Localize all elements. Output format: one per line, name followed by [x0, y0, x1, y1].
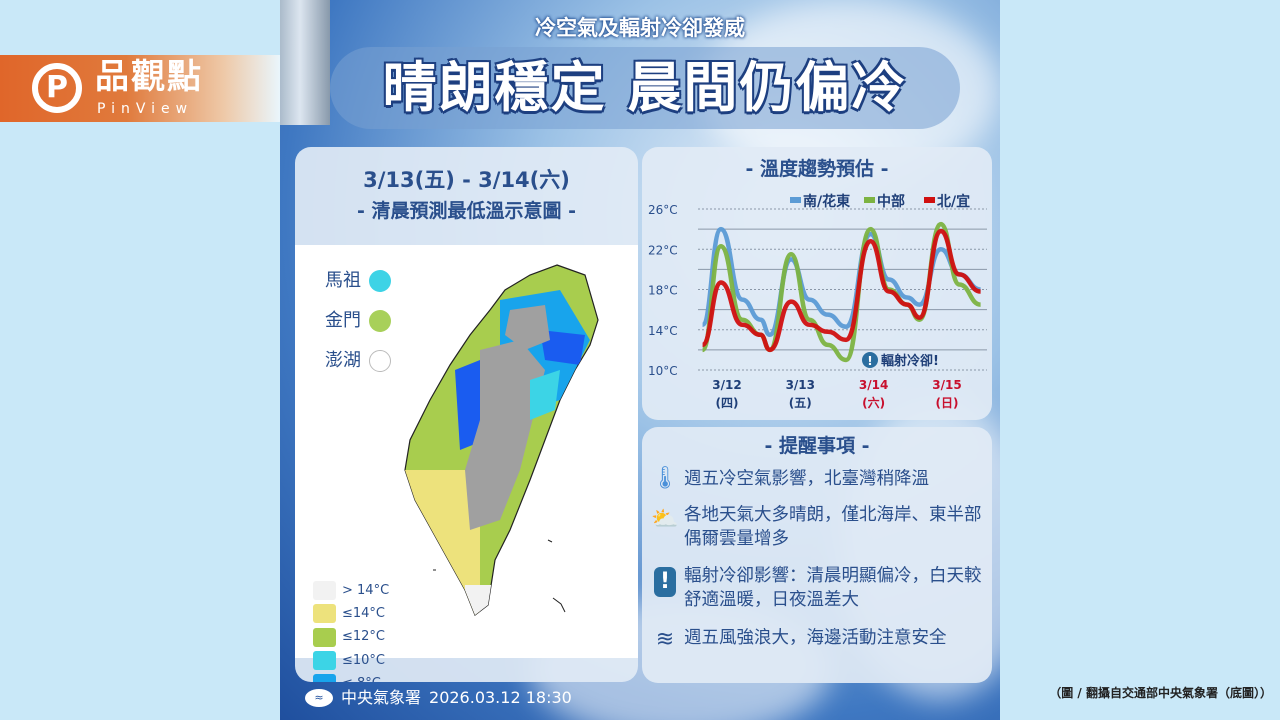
reminders-title: - 提醒事項 -	[764, 435, 870, 457]
x-tick-day: (六)	[862, 395, 885, 410]
timestamp: 2026.03.12 18:30	[429, 688, 572, 707]
legend-item: ≤14°C	[313, 602, 431, 625]
weather-poster: 冷空氣及輻射冷卻發威 晴朗穩定 晨間仍偏冷 3/13(五) - 3/14(六) …	[280, 0, 1000, 720]
legend-item: ≤ 8°C	[313, 672, 431, 682]
legend-label: ≤10°C	[342, 652, 386, 668]
legend-item: > 14°C	[313, 579, 431, 602]
legend-marker	[864, 197, 875, 203]
thermometer-icon: 🌡	[651, 466, 679, 491]
island-kinmen: 金門	[325, 309, 391, 333]
legend-label: ≤12°C	[342, 629, 386, 645]
footer: ≈ 中央氣象署 2026.03.12 18:30	[305, 688, 572, 708]
tip-item: 輻射冷卻影響：清晨明顯偏冷，白天較舒適溫暖，日夜溫差大	[684, 566, 982, 610]
cwa-logo-icon: ≈	[305, 689, 333, 707]
taiwan-map	[404, 264, 599, 616]
legend-label: 南/花東	[803, 193, 850, 210]
pinview-logo: P 品觀點 PinView	[0, 55, 280, 122]
island-matsu: 馬祖	[325, 269, 391, 293]
map-legend: > 14°C≤14°C≤12°C≤10°C≤ 8°C≤ 6°C200m以上山區	[313, 579, 431, 682]
x-tick-day: (四)	[716, 396, 739, 410]
series-line-2	[700, 228, 982, 353]
y-tick-label: 14°C	[648, 324, 678, 338]
building-image	[280, 0, 330, 125]
x-tick-date: 3/15	[932, 378, 961, 392]
legend-label: 北/宜	[937, 193, 970, 210]
legend-swatch	[313, 581, 336, 601]
legend-label: > 14°C	[342, 582, 390, 598]
legend-label: ≤14°C	[342, 605, 386, 621]
svg-text:!: !	[867, 354, 872, 368]
legend-marker	[790, 197, 801, 203]
temp-trend-chart: 10°C 14°C 18°C 22°C 26°C 3/12 (四) 3/13 (五) 3/14 (六…	[648, 193, 987, 410]
y-tick-label: 10°C	[648, 364, 678, 378]
radiative-cooling-label: 輻射冷卻!	[881, 353, 939, 369]
min-temp-map-card: 3/13(五) - 3/14(六) - 清晨預測最低溫示意圖 - 馬祖 金門 澎…	[295, 147, 638, 682]
legend-marker	[924, 197, 935, 203]
pinview-mark-icon: P	[32, 63, 82, 113]
agency-name: 中央氣象署	[341, 688, 422, 707]
x-tick-day: (五)	[789, 396, 812, 410]
wind-icon: ≋	[655, 627, 675, 652]
legend-label: 中部	[877, 193, 905, 210]
y-tick-label: 26°C	[648, 203, 678, 217]
warning-icon: !	[654, 567, 676, 597]
legend-swatch	[313, 674, 336, 682]
map-area: 馬祖 金門 澎湖 > 14°C≤14°C≤12°C≤10°C≤ 8°	[295, 245, 638, 682]
temp-trend-card: - 溫度趨勢預估 - 10°C 14°C 18°C 22°C 26°C 3/12 (四) 3/…	[642, 147, 992, 420]
y-tick-label: 22°C	[648, 243, 678, 257]
legend-swatch	[313, 627, 336, 647]
x-tick-day: (日)	[936, 396, 959, 410]
island-penghu: 澎湖	[325, 349, 391, 373]
brand-name: 品觀點	[95, 57, 203, 97]
sun-cloud-icon: ⛅	[651, 507, 679, 532]
poster-subtitle: 冷空氣及輻射冷卻發威	[535, 16, 745, 40]
legend-item: ≤12°C	[313, 626, 431, 649]
alert-icon	[862, 352, 878, 368]
poster-title: 晴朗穩定 晨間仍偏冷	[382, 56, 908, 119]
chart-title: - 溫度趨勢預估 -	[745, 158, 889, 180]
map-title: - 清晨預測最低溫示意圖 -	[356, 200, 576, 222]
reminders-card: - 提醒事項 - 🌡 週五冷空氣影響，北臺灣稍降溫 ⛅ 各地天氣大多晴朗，僅北海…	[642, 427, 992, 683]
legend-label: ≤ 8°C	[342, 676, 381, 682]
legend-swatch	[313, 651, 336, 671]
legend-item: ≤10°C	[313, 649, 431, 672]
legend-swatch	[313, 604, 336, 624]
image-credit: （圖 / 翻攝自交通部中央氣象署（底圖））	[1049, 686, 1272, 700]
y-tick-label: 18°C	[648, 284, 678, 298]
tip-item: 各地天氣大多晴朗，僅北海岸、東半部偶爾雲量增多	[684, 505, 982, 549]
date-range: 3/13(五) - 3/14(六)	[363, 168, 570, 192]
x-tick-date: 3/13	[786, 378, 815, 392]
x-tick-date: 3/12	[712, 378, 741, 392]
tip-item: 週五風強浪大，海邊活動注意安全	[684, 628, 947, 648]
x-tick-date: 3/14	[859, 378, 888, 392]
tip-item: 週五冷空氣影響，北臺灣稍降溫	[684, 469, 929, 489]
brand-sub: PinView	[97, 101, 194, 117]
